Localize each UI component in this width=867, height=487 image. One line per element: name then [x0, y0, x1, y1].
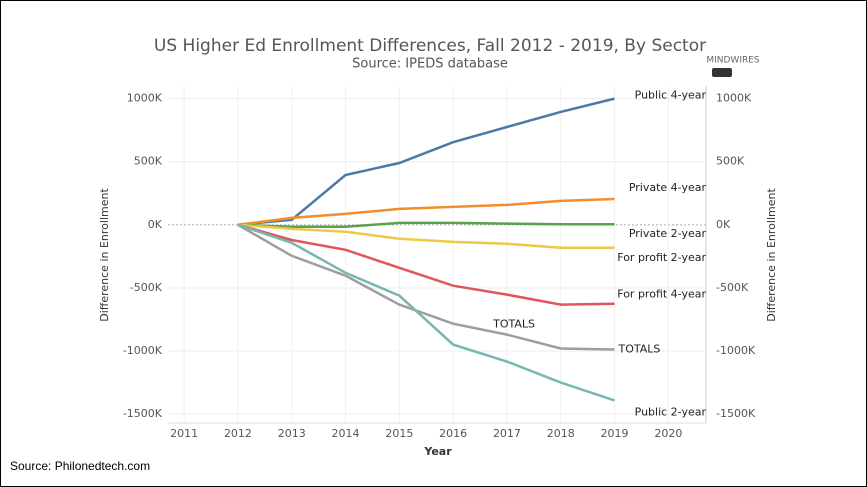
y2-tick-label: 500K — [716, 155, 745, 168]
x-tick-label: 2016 — [439, 427, 467, 440]
series-label: Public 4-year — [635, 89, 707, 102]
chart-title: US Higher Ed Enrollment Differences, Fal… — [154, 36, 706, 56]
series-label: TOTALS — [618, 343, 661, 356]
series-line — [237, 223, 615, 351]
x-tick-label: 2014 — [332, 427, 360, 440]
series-line — [237, 223, 615, 402]
series-line — [237, 97, 615, 227]
series-line — [237, 223, 615, 250]
footer: Source: Philonedtech.com — [10, 459, 150, 473]
y2-tick-label: -1500K — [716, 407, 756, 420]
series-label: Public 2-year — [635, 405, 707, 418]
x-tick-label: 2020 — [654, 427, 682, 440]
y2-tick-label: 1000K — [716, 92, 752, 105]
y2-tick-label: -500K — [716, 281, 749, 294]
x-tick-label: 2019 — [601, 427, 629, 440]
y-tick-label: -1500K — [123, 407, 163, 420]
series-line — [237, 223, 615, 306]
logo: MINDWIRES — [706, 56, 760, 66]
series-label: TOTALS — [492, 318, 535, 331]
x-tick-label: 2011 — [170, 427, 198, 440]
series-line — [237, 197, 615, 227]
y2-axis-label: Difference in Enrollment — [765, 188, 778, 322]
series-label: Private 4-year — [629, 181, 707, 194]
series-line — [237, 221, 615, 228]
x-tick-label: 2015 — [385, 427, 413, 440]
chart-subtitle: Source: IPEDS database — [352, 57, 508, 72]
x-tick-label: 2017 — [493, 427, 521, 440]
y2-tick-label: 0K — [716, 218, 731, 231]
y-tick-label: -1000K — [123, 344, 163, 357]
y-axis-label: Difference in Enrollment — [98, 188, 111, 322]
y-tick-label: 500K — [134, 155, 163, 168]
y-tick-label: 0K — [148, 218, 163, 231]
y2-tick-label: -1000K — [716, 344, 756, 357]
series-label: Private 2-year — [629, 227, 707, 240]
x-tick-label: 2012 — [224, 427, 252, 440]
series-label: For profit 4-year — [617, 288, 706, 301]
x-tick-label: 2013 — [278, 427, 306, 440]
y-tick-label: 1000K — [127, 92, 163, 105]
x-axis-label: Year — [423, 445, 452, 458]
series-label: For profit 2-year — [617, 251, 706, 264]
y-tick-label: -500K — [130, 281, 163, 294]
license-icon — [712, 68, 732, 77]
x-tick-label: 2018 — [547, 427, 575, 440]
